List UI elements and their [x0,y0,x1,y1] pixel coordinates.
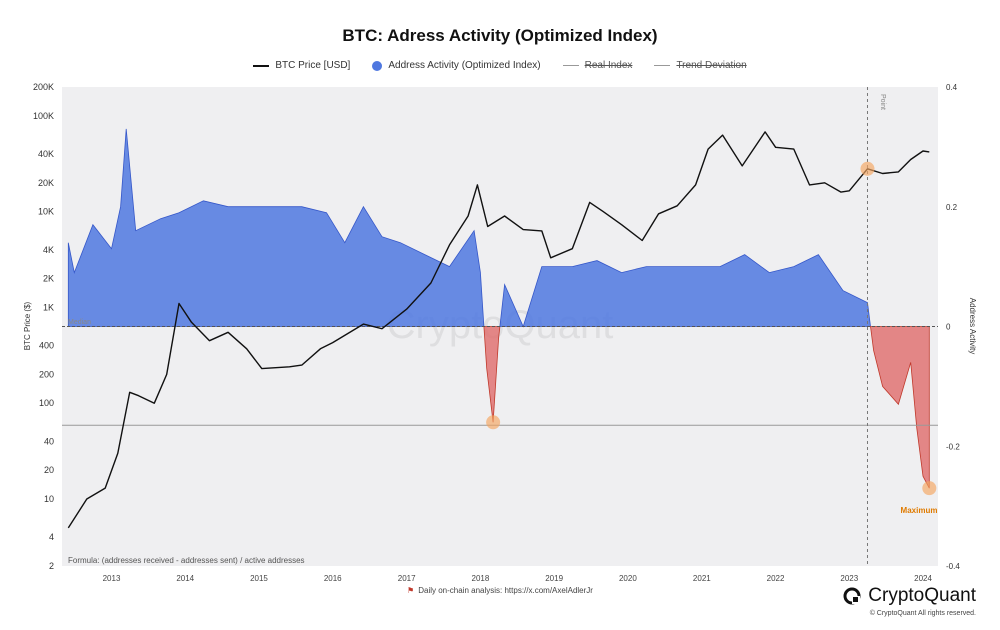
y-axis-left: 2 4 10 20 40 100 200 400 1K 2K 4K 10K 20K 40K 100K 200K [33,82,54,571]
y-left-tick-5: 100 [39,398,54,408]
x-tick-2023: 2023 [840,574,858,583]
legend-label-btc-price: BTC Price [USD] [275,60,351,71]
x-tick-2017: 2017 [398,574,416,583]
x-tick-2015: 2015 [250,574,268,583]
legend-label-address-activity: Address Activity (Optimized Index) [388,60,541,71]
median-label: Median [68,319,91,326]
marker-price-point [860,161,875,176]
legend-swatch-real-index [562,65,579,66]
y-left-tick-0: 2 [49,561,54,571]
y-left-tick-13: 40K [38,149,54,159]
chart-legend: BTC Price [USD] Address Activity (Optimi… [0,60,1000,71]
activity-area-negative-3 [870,326,930,489]
highlight-markers [486,161,937,496]
x-tick-2013: 2013 [103,574,121,583]
legend-swatch-trend-deviation [654,65,671,66]
btc-price-line [67,131,930,529]
y-right-tick-3: -0.2 [946,442,960,451]
activity-area-group [67,128,930,489]
x-tick-2016: 2016 [324,574,342,583]
y-left-tick-14: 100K [33,111,54,121]
y-axis-right-label: Address Activity [968,298,977,354]
legend-label-trend-deviation: Trend Deviation [676,60,747,71]
x-tick-2022: 2022 [767,574,785,583]
y-axis-right: 0.4 0.2 0 -0.2 -0.4 [946,83,960,571]
copyright-text: © CryptoQuant All rights reserved. [869,610,976,617]
legend-item-trend-deviation[interactable]: Trend Deviation [654,60,747,71]
y-left-tick-10: 4K [43,245,54,255]
formula-note: Formula: (addresses received - addresses… [68,556,305,565]
activity-area-positive-2 [499,254,871,328]
y-left-tick-15: 200K [33,82,54,92]
legend-item-btc-price[interactable]: BTC Price [USD] [253,60,350,71]
flag-icon: ⚑ [407,586,415,595]
y-left-tick-12: 20K [38,178,54,188]
y-left-tick-3: 20 [44,465,54,475]
y-right-tick-2: 0 [946,323,951,332]
source-note: ⚑ Daily on-chain analysis: https://x.com/… [0,586,1000,595]
marker-2024-maximum [922,481,937,496]
source-text: Daily on-chain analysis: https://x.com/A… [418,586,593,595]
x-tick-2014: 2014 [176,574,194,583]
x-tick-2019: 2019 [545,574,563,583]
point-label: Point [879,94,886,110]
x-tick-2020: 2020 [619,574,637,583]
y-right-tick-4: -0.4 [946,562,960,571]
legend-swatch-btc-price [253,64,270,67]
y-left-tick-1: 4 [49,532,54,542]
y-axis-left-label: BTC Price ($) [23,301,32,350]
legend-label-real-index: Real Index [584,60,633,71]
y-right-tick-0: 0.4 [946,83,958,92]
y-left-tick-7: 400 [39,341,54,351]
y-left-tick-8: 1K [43,302,54,312]
marker-2018-minimum [486,415,501,430]
x-tick-2021: 2021 [693,574,711,583]
y-left-tick-2: 10 [44,494,54,504]
x-axis: 2013 2014 2015 2016 2017 2018 2019 2020 2021 2022… [103,574,933,583]
legend-item-address-activity[interactable]: Address Activity (Optimized Index) [372,60,541,71]
legend-item-real-index[interactable]: Real Index [562,60,633,71]
y-left-tick-4: 40 [44,436,54,446]
price-line-group [67,131,930,529]
x-tick-2024: 2024 [914,574,932,583]
y-left-tick-9: 2K [43,274,54,284]
y-left-tick-6: 200 [39,369,54,379]
legend-swatch-address-activity [372,60,383,71]
chart-title: BTC: Adress Activity (Optimized Index) [342,26,658,45]
maximum-label: Maximum [901,506,938,515]
y-right-tick-1: 0.2 [946,203,958,212]
y-left-tick-11: 10K [38,207,54,217]
activity-area-positive-0 [67,128,485,327]
brand-name: CryptoQuant [868,585,976,606]
x-tick-2018: 2018 [472,574,490,583]
brand-logo-block: CryptoQuant [842,585,976,607]
cryptoquant-logo-icon [843,587,861,605]
